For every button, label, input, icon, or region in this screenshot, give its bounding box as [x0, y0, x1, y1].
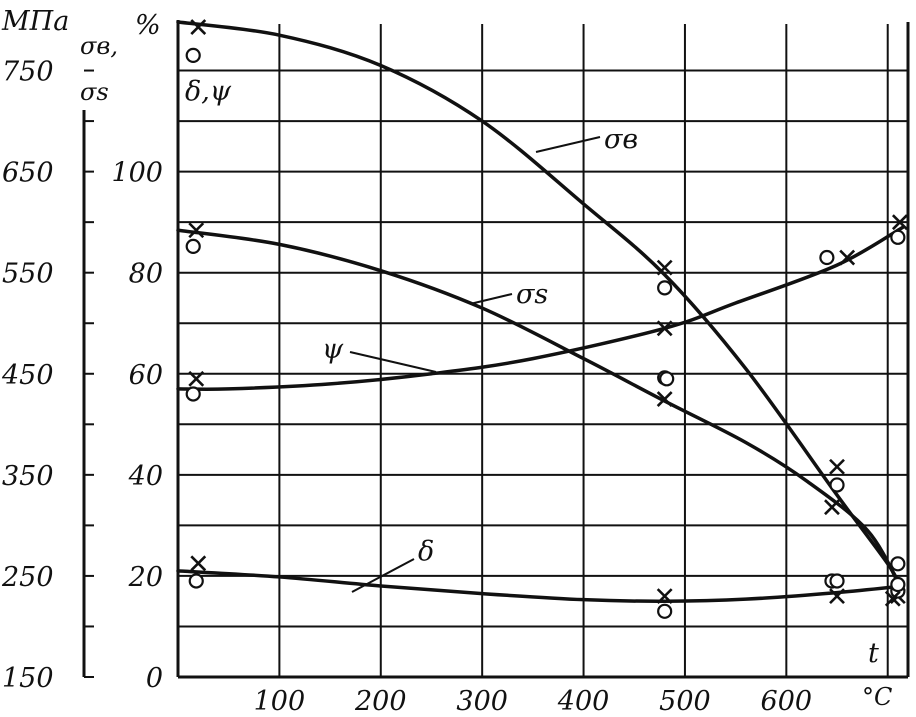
cross-point-psi: [891, 214, 908, 231]
x-unit-label: °C: [862, 683, 892, 711]
circle-point-psi: [890, 229, 906, 245]
circle-point-psi: [185, 386, 201, 402]
grid: [178, 24, 908, 677]
curve-psi: [176, 225, 905, 392]
percent-tick-0: 0: [146, 663, 163, 694]
percent-tick-80: 80: [129, 259, 163, 290]
x-tick-300: 300: [456, 686, 508, 717]
curve-label-delta: δ: [418, 536, 434, 567]
left-tick-250: 250: [1, 562, 54, 593]
circle-point-sigma-b: [657, 280, 673, 296]
x-tick-100: 100: [254, 686, 306, 717]
x-axis-label: t: [868, 638, 879, 669]
percent-tick-40: 40: [128, 461, 163, 492]
curve-sigma-s: [176, 228, 902, 588]
markers-group: [185, 19, 908, 619]
circle-point-delta: [657, 603, 673, 619]
circle-point-delta: [829, 573, 845, 589]
cross-point-sigma-b: [190, 19, 207, 35]
axes: 750 650 550 450 350 250 150 0 20 40 60 80 100 100 200 3…: [1, 20, 910, 717]
cross-point-sigma-s: [656, 391, 673, 407]
left-unit-label: МПа: [1, 6, 69, 37]
circle-point-psi: [659, 371, 675, 387]
psi-leader: [349, 351, 437, 373]
right-unit-label: %: [135, 10, 161, 41]
cross-point-delta: [884, 590, 901, 607]
x-tick-400: 400: [557, 686, 610, 717]
circle-point-delta: [188, 573, 204, 589]
circle-point-sigma-b: [829, 477, 845, 493]
cross-point-delta: [656, 588, 673, 605]
left-tick-650: 650: [2, 158, 54, 189]
percent-tick-20: 20: [128, 562, 163, 593]
cross-point-psi: [839, 249, 856, 266]
cross-point-delta: [829, 588, 845, 605]
curve-label-sigma-s: σs: [516, 279, 548, 310]
curve-label-sigma-b: σв: [604, 124, 638, 155]
cross-point-sigma-s: [824, 499, 840, 516]
circle-point-sigma-b: [185, 47, 201, 63]
left-tick-550: 550: [2, 259, 54, 290]
curve-label-psi: ψ: [322, 334, 344, 365]
cross-point-sigma-b: [829, 458, 845, 475]
series-group: [176, 20, 905, 603]
sigma-b-leader: [535, 136, 601, 153]
left-tick-350: 350: [2, 461, 54, 492]
x-tick-200: 200: [354, 686, 407, 717]
cross-point-psi: [656, 320, 673, 337]
delta-leader: [351, 558, 415, 593]
left-series-label-sigma-b: σв,: [80, 32, 118, 60]
right-series-label: δ,ψ: [185, 76, 232, 107]
x-tick-500: 500: [659, 686, 711, 717]
cross-point-sigma-b: [656, 259, 673, 276]
left-series-label-sigma-s: σs: [80, 78, 109, 106]
cross-point-delta: [190, 555, 207, 572]
x-tick-600: 600: [761, 686, 813, 717]
left-tick-150: 150: [2, 663, 54, 694]
left-tick-450: 450: [1, 360, 54, 391]
percent-tick-60: 60: [129, 360, 163, 391]
curve-delta: [176, 569, 905, 603]
circle-point-sigma-s: [185, 238, 201, 255]
left-tick-750: 750: [2, 57, 54, 88]
sigma-s-leader: [469, 293, 513, 305]
circle-point-psi: [819, 249, 835, 266]
cross-point-psi: [188, 370, 205, 387]
circle-point-delta: [890, 576, 906, 593]
circle-point-sigma-b: [890, 556, 906, 572]
percent-tick-100: 100: [111, 158, 163, 189]
cross-point-sigma-s: [188, 222, 205, 239]
curve-sigma-b: [176, 20, 902, 588]
